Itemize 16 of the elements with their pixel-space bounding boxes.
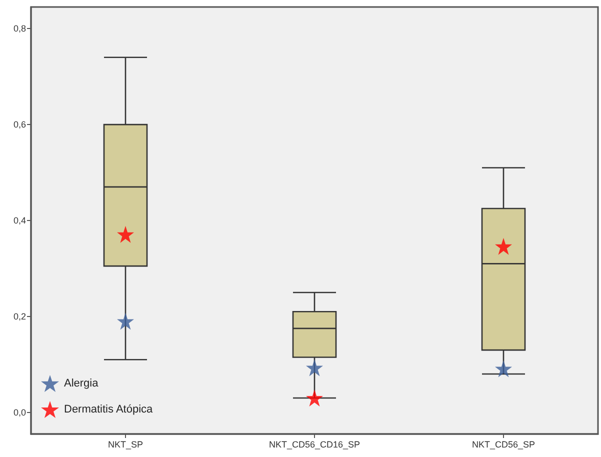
point: [117, 312, 134, 330]
legend-label: Alergia: [64, 377, 100, 390]
x-tick-label: NKT_CD56_CD16_SP: [268, 440, 360, 450]
point: [117, 226, 134, 243]
point: [495, 360, 512, 378]
x-tick-label: NKT_SP: [108, 440, 144, 450]
point: [306, 390, 323, 407]
point: [306, 359, 323, 376]
y-tick-label: 0,8: [13, 24, 26, 34]
point: [495, 238, 512, 255]
x-tick-label: NKT_CD56_SP: [472, 440, 536, 450]
y-tick-label: 0,0: [13, 407, 26, 418]
y-tick-label: 0,4: [13, 216, 26, 226]
legend-label: Dermatitis Atópica: [64, 403, 154, 416]
y-tick-label: 0,2: [13, 311, 26, 322]
y-tick-label: 0,6: [13, 120, 26, 130]
